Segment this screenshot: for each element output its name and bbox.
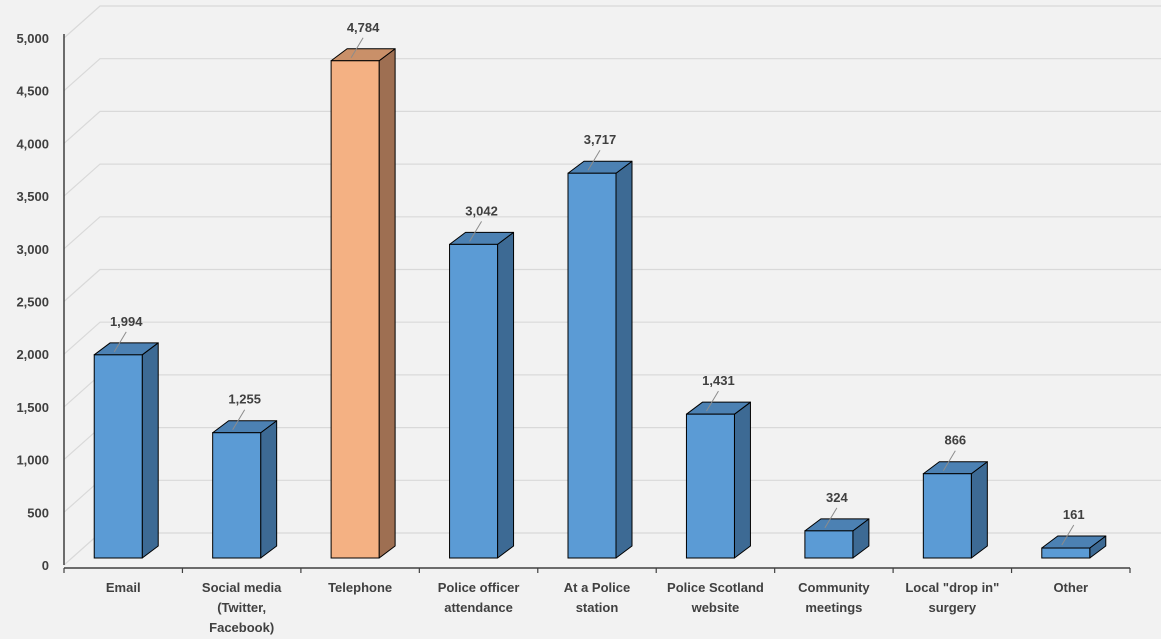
y-tick-label: 4,500 [16,84,49,99]
bar-side [615,160,633,559]
leader-line [1061,524,1075,546]
data-label: 4,784 [347,20,380,35]
data-label: 1,431 [702,373,735,388]
data-label: 866 [944,433,966,448]
bar-side [970,461,988,559]
bar-front [330,60,380,559]
bar-front [1041,547,1091,559]
leader-line [350,37,364,59]
bar-front [567,172,617,559]
gridline [63,268,1161,302]
data-label: 3,717 [584,132,617,147]
gridline [63,163,1161,197]
leader-line [824,507,838,529]
x-tick-label: Telephone [328,580,392,595]
y-tick-label: 1,000 [16,453,49,468]
y-tick-label: 4,000 [16,136,49,151]
bar-side [497,231,515,559]
bar [212,420,278,559]
bar [449,231,515,559]
data-label: 161 [1063,507,1085,522]
bar [567,160,633,559]
y-tick-label: 3,500 [16,189,49,204]
bar-side [378,48,396,559]
gridline [63,58,1161,92]
y-tick-label: 2,500 [16,295,49,310]
x-axis: Email Social media (Twitter, Facebook) Telep… [63,567,1131,635]
y-tick-label: 1,500 [16,400,49,415]
bars [93,48,1107,559]
y-tick-label: 2,000 [16,347,49,362]
y-tick-label: 0 [42,558,49,573]
bar-front [804,530,854,559]
bar [922,461,988,559]
y-tick-label: 3,000 [16,242,49,257]
bar [330,48,396,559]
data-label: 1,994 [110,314,143,329]
leader-line [232,409,246,430]
x-tick-label: Social media (Twitter, Facebook) [202,580,282,635]
leader-line [587,149,601,171]
bar-front [449,243,499,559]
data-labels: 1,994 1,255 4,784 3,042 3,717 1,431 324 866 161 [110,20,1085,546]
x-tick-label: Local "drop in" surgery [905,580,999,615]
bar-front [212,432,262,559]
data-label: 324 [826,490,848,505]
bar-front [93,354,143,559]
gridline [63,216,1161,250]
bar-side [260,420,278,559]
y-tick-label: 5,000 [16,31,49,46]
x-tick-label: At a Police station [564,580,630,615]
bar-front [685,413,735,559]
gridline [63,5,1161,39]
leader-line [469,221,482,242]
grid-lines [63,5,1161,566]
data-label: 1,255 [228,392,261,407]
data-label: 3,042 [465,203,498,218]
x-tick-label: Email [106,580,141,595]
bar-front [922,473,972,559]
gridline [63,321,1161,355]
bar [1041,535,1107,559]
bar [685,401,751,559]
leader-line [942,450,956,471]
bar [93,342,159,559]
x-tick-label: Other [1053,580,1088,595]
y-tick-label: 500 [27,505,49,520]
y-axis: 0 500 1,000 1,500 2,000 2,500 3,000 3,500 4,000 4… [16,31,65,573]
x-tick-label: Police Scotland website [667,580,764,615]
leader-line [113,331,127,353]
gridline [63,110,1161,144]
bar-side [141,342,159,559]
bar-side [733,401,751,559]
leader-line [706,390,719,412]
x-tick-label: Police officer attendance [438,580,520,615]
bar [804,518,870,559]
x-tick-label: Community meetings [798,580,870,615]
